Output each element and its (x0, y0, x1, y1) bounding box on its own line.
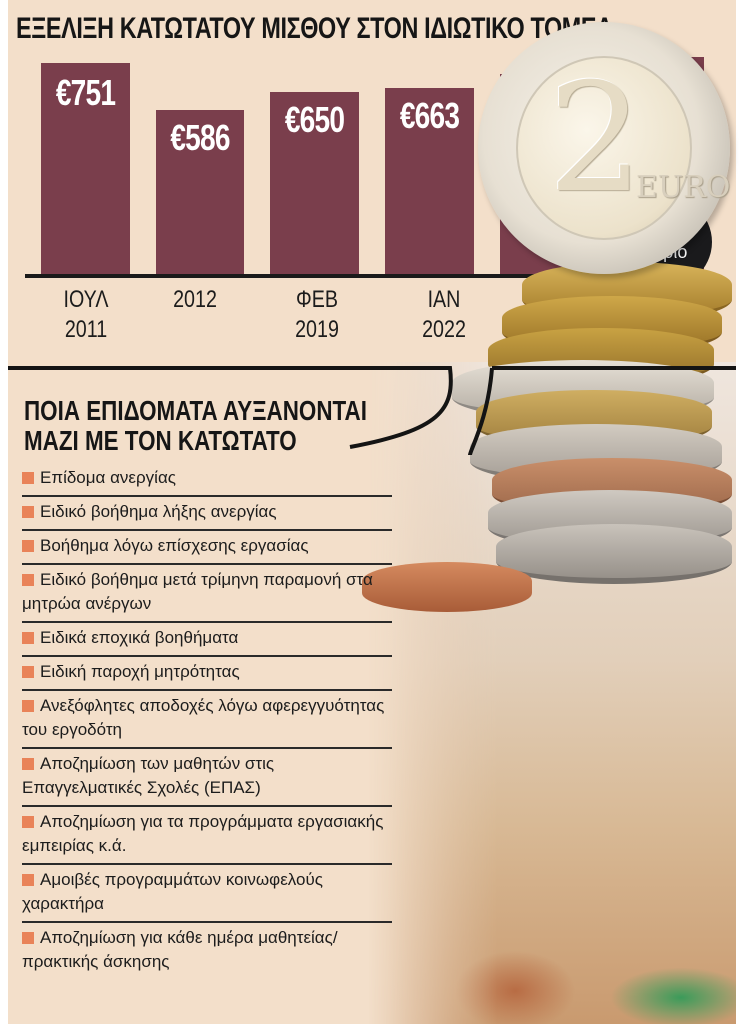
x-label-jul-2011: ΙΟΥΛ 2011 (41, 285, 131, 345)
x-label-line1: 2012 (173, 286, 217, 313)
coin-stack-icon (362, 262, 732, 612)
list-item: Βοήθημα λόγω επίσχεσης εργασίας (22, 531, 392, 565)
benefits-title-line1: ΠΟΙΑ ΕΠΙΔΟΜΑΤΑ ΑΥΞΑΝΟΝΤΑΙ (24, 395, 367, 426)
bar-feb-2019: €650 (270, 92, 359, 276)
x-label-line1: ΙΑΝ (427, 286, 461, 313)
two-euro-coin-icon: 2 EURO (478, 22, 730, 274)
bar-jan-2022: €663 (385, 88, 474, 276)
x-label-line1: ΙΟΥΛ (63, 286, 109, 313)
list-item: Ειδικό βοήθημα μετά τρίμηνη παραμονή στα… (22, 565, 392, 623)
list-item-text: Αμοιβές προγραμμάτων κοινωφελούς χαρακτή… (22, 870, 323, 913)
list-item-text: Ειδική παροχή μητρότητας (40, 662, 240, 681)
benefits-title-line2: ΜΑΖΙ ΜΕ ΤΟΝ ΚΑΤΩΤΑΤΟ (24, 425, 297, 456)
x-label-line1: ΦΕΒ (296, 286, 338, 313)
coin-text: EURO (636, 170, 731, 205)
square-bullet-icon (22, 506, 34, 518)
list-item-text: Αποζημίωση των μαθητών στις Επαγγελματικ… (22, 754, 275, 797)
bar-value-label: €586 (170, 117, 230, 158)
x-label-jan-2022: ΙΑΝ 2022 (399, 285, 489, 345)
bar-value-label: €650 (284, 99, 345, 140)
list-item: Ειδικά εποχικά βοηθήματα (22, 623, 392, 657)
benefits-title: ΠΟΙΑ ΕΠΙΔΟΜΑΤΑ ΑΥΞΑΝΟΝΤΑΙ ΜΑΖΙ ΜΕ ΤΟΝ ΚΑ… (24, 396, 367, 456)
square-bullet-icon (22, 666, 34, 678)
list-item: Αμοιβές προγραμμάτων κοινωφελούς χαρακτή… (22, 865, 392, 923)
list-item-text: Ανεξόφλητες αποδοχές λόγω αφερεγγυότητας… (22, 696, 385, 739)
square-bullet-icon (22, 700, 34, 712)
list-item-text: Αποζημίωση για τα προγράμματα εργασιακής… (22, 812, 384, 855)
square-bullet-icon (22, 574, 34, 586)
list-item-text: Αποζημίωση για κάθε ημέρα μαθητείας/πρακ… (22, 928, 338, 971)
bar-value-label: €663 (399, 95, 460, 136)
list-item: Αποζημίωση για τα προγράμματα εργασιακής… (22, 807, 392, 865)
list-item: Αποζημίωση για κάθε ημέρα μαθητείας/πρακ… (22, 923, 392, 979)
list-item: Ανεξόφλητες αποδοχές λόγω αφερεγγυότητας… (22, 691, 392, 749)
bar-2012: €586 (156, 110, 244, 276)
x-axis-line (25, 274, 715, 278)
list-item: Ειδικό βοήθημα λήξης ανεργίας (22, 497, 392, 531)
square-bullet-icon (22, 540, 34, 552)
x-label-line2: 2022 (422, 316, 466, 343)
list-item-text: Ειδικό βοήθημα λήξης ανεργίας (40, 502, 277, 521)
chart-title: ΕΞΕΛΙΞΗ ΚΑΤΩΤΑΤΟΥ ΜΙΣΘΟΥ ΣΤΟΝ ΙΔΙΩΤΙΚΟ Τ… (16, 12, 613, 45)
list-item: Επίδομα ανεργίας (22, 463, 392, 497)
bar-jul-2011: €751 (41, 63, 130, 276)
square-bullet-icon (22, 816, 34, 828)
square-bullet-icon (22, 632, 34, 644)
list-item: Αποζημίωση των μαθητών στις Επαγγελματικ… (22, 749, 392, 807)
x-label-line2: 2019 (295, 316, 339, 343)
square-bullet-icon (22, 932, 34, 944)
benefits-list: Επίδομα ανεργίας Ειδικό βοήθημα λήξης αν… (22, 463, 392, 979)
list-item-text: Ειδικά εποχικά βοηθήματα (40, 628, 239, 647)
x-label-2012: 2012 (150, 285, 240, 315)
list-item-text: Βοήθημα λόγω επίσχεσης εργασίας (40, 536, 309, 555)
list-item-text: Ειδικό βοήθημα μετά τρίμηνη παραμονή στα… (22, 570, 373, 613)
square-bullet-icon (22, 874, 34, 886)
coin-numeral: 2 (548, 52, 644, 226)
square-bullet-icon (22, 758, 34, 770)
square-bullet-icon (22, 472, 34, 484)
list-item: Ειδική παροχή μητρότητας (22, 657, 392, 691)
bar-value-label: €751 (55, 72, 116, 113)
list-item-text: Επίδομα ανεργίας (40, 468, 176, 487)
x-label-feb-2019: ΦΕΒ 2019 (272, 285, 362, 345)
x-label-line2: 2011 (64, 316, 108, 343)
